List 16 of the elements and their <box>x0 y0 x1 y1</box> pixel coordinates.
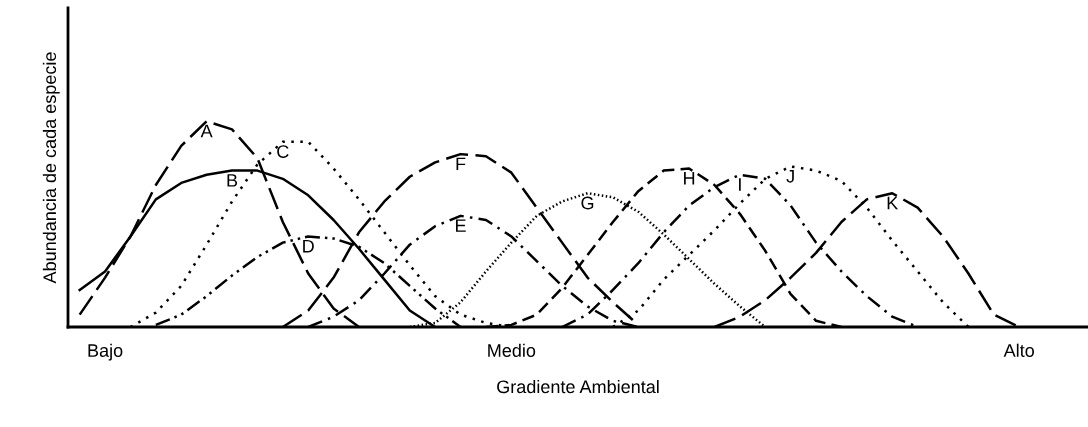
x-axis-title: Gradiente Ambiental <box>497 379 659 394</box>
series-label: J <box>786 170 794 183</box>
series-label: A <box>200 124 213 138</box>
series-label: D <box>303 240 314 253</box>
x-tick-label: Bajo <box>88 343 123 361</box>
series-label: K <box>887 196 899 210</box>
x-tick-label: Medio <box>488 343 536 357</box>
series-label: F <box>456 157 466 171</box>
series-label: G <box>581 196 594 210</box>
series-label: C <box>277 145 289 158</box>
y-axis-title: Abundancia de cada especie <box>42 52 60 284</box>
series-label: E <box>456 219 466 232</box>
series-label: H <box>684 172 695 185</box>
x-tick-label: Alto <box>1003 343 1034 357</box>
series-label: I <box>739 178 741 191</box>
series-label: B <box>227 174 238 187</box>
